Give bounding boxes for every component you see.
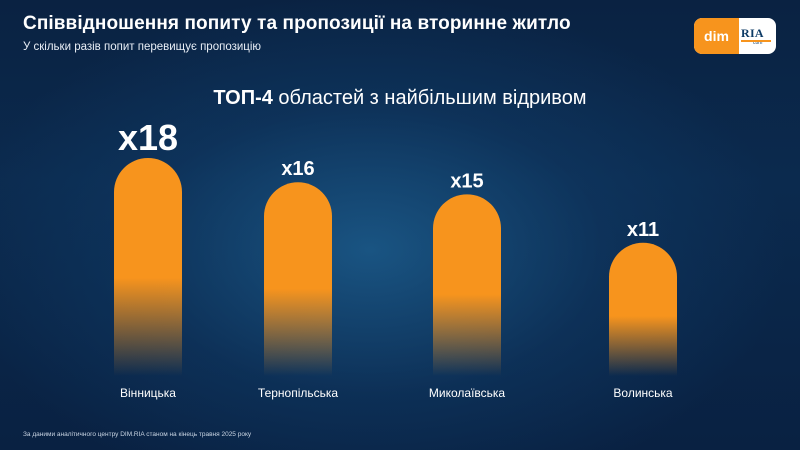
- logo-com-text: com: [753, 40, 763, 46]
- bar-vinnytska: [114, 158, 182, 376]
- value-label-volynska: x11: [627, 219, 659, 241]
- dimria-logo: dim RIA com: [694, 18, 776, 54]
- bar-volynska: [609, 242, 677, 376]
- value-label-mykolaivska: x15: [450, 170, 483, 192]
- category-label-mykolaivska: Миколаївська: [429, 386, 506, 400]
- logo-ria-mark: RIA com: [741, 26, 771, 46]
- logo-accent-bar: [741, 40, 771, 42]
- value-label-ternopilska: x16: [281, 158, 314, 180]
- logo-ria-text: RIA: [741, 26, 764, 40]
- chart-headline: ТОП-4 областей з найбільшим відривом: [0, 87, 800, 110]
- category-label-ternopilska: Тернопільська: [258, 386, 338, 400]
- headline-rest: областей з найбільшим відривом: [272, 87, 587, 109]
- page-subtitle: У скільки разів попит перевищує пропозиц…: [23, 41, 262, 53]
- page-title: Співвідношення попиту та пропозиції на в…: [23, 13, 571, 34]
- category-label-vinnytska: Вінницька: [120, 386, 176, 400]
- bar-ternopilska: [264, 182, 332, 376]
- bar-mykolaivska: [433, 194, 501, 376]
- logo-dim-text: dim: [694, 18, 739, 54]
- category-label-volynska: Волинська: [613, 386, 673, 400]
- value-label-vinnytska: x18: [118, 117, 178, 158]
- headline-strong: ТОП-4: [213, 87, 273, 109]
- source-footnote: За даними аналітичного центру DIM.RIA ст…: [23, 431, 252, 438]
